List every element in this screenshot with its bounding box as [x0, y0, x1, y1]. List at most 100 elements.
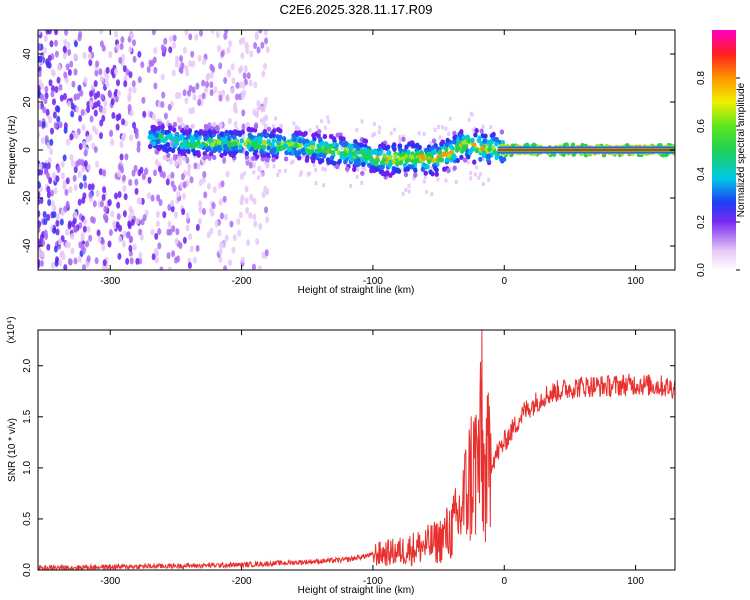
heatmap-cell — [265, 46, 270, 54]
heatmap-cell — [381, 143, 387, 149]
heatmap-cell — [387, 162, 392, 168]
heatmap-cell — [190, 123, 195, 129]
heatmap-cell — [470, 137, 475, 143]
heatmap-cell — [466, 154, 471, 160]
snr-x-tick-label: 100 — [627, 576, 644, 587]
heatmap-cell — [191, 60, 196, 68]
heatmap-cell — [188, 33, 193, 41]
heatmap-cell — [176, 255, 181, 263]
heatmap-cell — [69, 60, 74, 68]
heatmap-cell — [98, 68, 103, 76]
heatmap-cell — [60, 208, 65, 216]
heatmap-cell — [156, 125, 161, 131]
heatmap-cell — [402, 162, 408, 168]
heatmap-frame — [37, 29, 676, 271]
heatmap-cell — [95, 190, 100, 198]
heatmap-cell — [398, 160, 404, 166]
heatmap-cell — [212, 121, 217, 128]
heatmap-cell — [57, 238, 62, 246]
heatmap-cell — [139, 166, 144, 174]
heatmap-cell — [119, 42, 124, 50]
heatmap-cell — [188, 233, 193, 241]
heatmap-cell — [210, 30, 215, 34]
heatmap-cell — [229, 220, 234, 228]
heatmap-cell — [467, 117, 471, 122]
heatmap-cell — [121, 174, 126, 182]
heatmap-cell — [262, 128, 268, 135]
heatmap-cell — [331, 160, 337, 166]
snr-x-tick-label: -100 — [363, 576, 383, 587]
heatmap-cell — [417, 131, 421, 136]
heatmap-cell — [257, 175, 261, 180]
snr-y-tick-label: 2.0 — [22, 358, 33, 372]
heatmap-cell — [187, 163, 192, 171]
heatmap-cell — [339, 146, 343, 151]
heatmap-cell — [228, 40, 233, 48]
heatmap-cell — [260, 105, 265, 113]
heatmap-cell — [116, 213, 121, 221]
heatmap-cell — [45, 61, 50, 69]
heatmap-cell — [444, 126, 448, 131]
heatmap-cell — [316, 148, 321, 154]
heatmap-cell — [182, 149, 187, 155]
heatmap-cell — [88, 45, 93, 53]
colorbar-ticks: 0.0 0.2 0.4 0.6 0.8 — [696, 71, 740, 277]
heatmap-cell — [93, 109, 98, 117]
heatmap-cell — [50, 189, 55, 197]
heatmap-cell — [251, 263, 256, 270]
heatmap-cell — [292, 121, 296, 126]
heatmap-cell — [151, 124, 157, 130]
heatmap-cell — [230, 63, 235, 71]
heatmap-cell — [239, 173, 244, 181]
heatmap-cell — [461, 146, 466, 152]
heatmap-cell — [392, 166, 397, 173]
heatmap-cell — [209, 227, 214, 235]
heatmap-cell — [128, 86, 133, 94]
heatmap-x-tick-label: -100 — [363, 276, 383, 287]
heatmap-cell — [201, 79, 206, 87]
heatmap-cell — [220, 180, 225, 188]
heatmap-cell — [46, 141, 51, 149]
heatmap-cell — [139, 233, 144, 241]
heatmap-cell — [50, 127, 55, 135]
heatmap-cell — [454, 179, 458, 184]
heatmap-cell — [174, 237, 179, 245]
heatmap-cell — [249, 194, 254, 202]
heatmap-cell — [201, 207, 206, 215]
heatmap-cell — [67, 222, 72, 230]
heatmap-cell — [403, 166, 408, 173]
heatmap-cell — [79, 89, 84, 97]
heatmap-cell — [73, 211, 78, 219]
heatmap-cell — [138, 228, 143, 236]
heatmap-cell — [197, 99, 202, 107]
heatmap-cell — [117, 191, 122, 199]
heatmap-cell — [157, 120, 162, 127]
heatmap-cell — [211, 154, 217, 161]
heatmap-cell — [341, 136, 346, 142]
heatmap-cell — [225, 170, 230, 178]
heatmap-cell — [154, 232, 159, 240]
heatmap-cell — [423, 147, 429, 153]
heatmap-cell — [129, 257, 134, 265]
heatmap-cell — [132, 121, 137, 129]
heatmap-cell — [60, 172, 65, 180]
heatmap-cell — [91, 216, 96, 224]
heatmap-cell — [146, 65, 151, 73]
heatmap-cell — [428, 169, 433, 175]
heatmap-cell — [181, 155, 186, 161]
heatmap-cell — [102, 259, 107, 267]
heatmap-cell — [209, 207, 214, 215]
heatmap-cell — [38, 190, 41, 198]
heatmap-cell — [137, 50, 142, 58]
heatmap-cell — [397, 143, 403, 149]
heatmap-y-tick-label: -40 — [22, 238, 33, 253]
heatmap-cell — [154, 132, 159, 138]
heatmap-cell — [46, 213, 51, 221]
heatmap-cell — [39, 168, 44, 176]
heatmap-cell — [44, 85, 49, 93]
heatmap-cell — [209, 81, 214, 89]
heatmap-cell — [43, 47, 48, 55]
heatmap-cell — [137, 76, 142, 84]
heatmap-cell — [370, 149, 375, 156]
heatmap-cell — [212, 186, 217, 194]
